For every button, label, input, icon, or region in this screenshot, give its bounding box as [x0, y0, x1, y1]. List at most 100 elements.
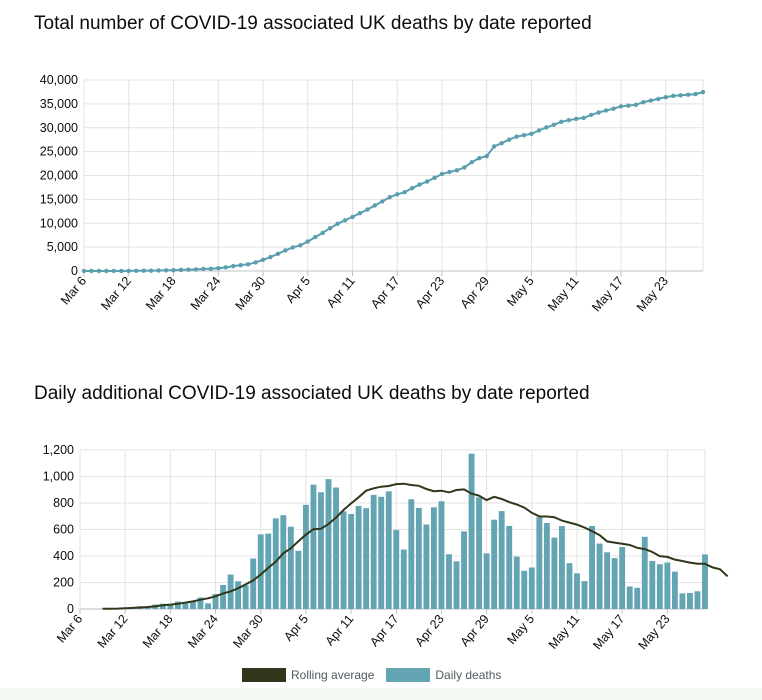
y-tick-label: 10,000 — [40, 216, 78, 230]
bar-daily-deaths — [302, 504, 309, 609]
bar-daily-deaths — [558, 526, 565, 609]
bar-daily-deaths — [408, 499, 415, 609]
data-point — [298, 243, 303, 248]
bar-daily-deaths — [272, 518, 279, 609]
bar-daily-deaths — [619, 546, 626, 609]
bar-daily-deaths — [702, 554, 708, 609]
bar-daily-deaths — [167, 604, 174, 609]
data-point — [409, 186, 415, 191]
bar-daily-deaths — [536, 517, 543, 609]
data-point — [312, 234, 318, 240]
bar-daily-deaths — [265, 533, 272, 609]
footer-band — [0, 688, 762, 700]
data-point — [268, 254, 273, 260]
data-point — [581, 115, 586, 121]
x-tick-label: Apr 11 — [323, 612, 357, 649]
x-tick-label: Apr 29 — [458, 274, 492, 311]
x-tick-label: Apr 23 — [413, 274, 447, 311]
data-point — [260, 257, 266, 262]
series-line-total-deaths — [84, 91, 704, 272]
chart-legend: Rolling average Daily deaths — [242, 668, 513, 682]
y-tick-label: 1,200 — [43, 443, 74, 457]
bar-daily-deaths — [581, 581, 588, 609]
data-point — [424, 179, 430, 184]
bars-daily-deaths — [77, 453, 708, 609]
bar-daily-deaths — [498, 511, 505, 609]
data-point — [238, 262, 243, 268]
data-point — [551, 122, 557, 128]
data-point — [208, 266, 213, 271]
data-point — [156, 268, 161, 273]
data-point — [230, 263, 236, 269]
data-point — [253, 260, 258, 265]
data-point — [126, 268, 131, 274]
bar-daily-deaths — [649, 560, 656, 609]
data-point — [499, 140, 504, 146]
data-point — [574, 116, 579, 122]
bar-daily-deaths — [671, 571, 678, 609]
bar-daily-deaths — [528, 567, 535, 609]
x-tick-label: Mar 12 — [98, 274, 134, 313]
data-point — [506, 137, 512, 142]
data-point — [462, 165, 467, 170]
x-tick-label: Mar 30 — [233, 274, 269, 313]
data-point — [663, 95, 668, 100]
legend-swatch-rolling-average — [242, 668, 286, 682]
legend-daily-deaths[interactable]: Daily deaths — [386, 668, 501, 682]
y-tick-label: 0 — [71, 264, 78, 278]
bar-daily-deaths — [491, 519, 498, 609]
data-point — [618, 104, 624, 109]
bar-daily-deaths — [679, 593, 686, 609]
bar-daily-deaths — [250, 558, 257, 609]
data-point — [648, 98, 653, 103]
x-tick-label: May 11 — [545, 274, 582, 314]
x-tick-label: Apr 29 — [458, 612, 492, 649]
y-tick-label: 0 — [67, 602, 74, 616]
bar-daily-deaths — [626, 586, 633, 609]
bar-daily-deaths — [340, 511, 347, 609]
legend-rolling-average[interactable]: Rolling average — [242, 668, 374, 682]
bar-daily-deaths — [385, 491, 392, 609]
bar-daily-deaths — [287, 526, 294, 609]
data-point — [81, 268, 87, 274]
bar-daily-deaths — [370, 494, 377, 609]
bar-daily-deaths — [506, 525, 513, 609]
data-point — [342, 218, 348, 223]
bar-daily-deaths — [159, 603, 166, 609]
bar-daily-deaths — [318, 492, 324, 609]
data-point — [588, 112, 594, 118]
x-tick-label: Mar 24 — [188, 274, 224, 313]
bar-daily-deaths — [415, 507, 422, 609]
data-point — [96, 268, 102, 274]
y-tick-label: 600 — [53, 523, 74, 537]
data-point — [596, 110, 601, 115]
data-point — [216, 266, 221, 271]
total-deaths-chart-title: Total number of COVID-19 associated UK d… — [34, 13, 592, 34]
x-tick-label: May 5 — [504, 612, 537, 647]
bar-daily-deaths — [596, 543, 603, 609]
data-point — [111, 268, 117, 274]
bar-daily-deaths — [430, 507, 437, 609]
data-point — [290, 245, 296, 250]
data-point — [514, 134, 519, 139]
data-point — [685, 92, 691, 97]
data-point — [521, 132, 527, 138]
bar-daily-deaths — [295, 550, 302, 609]
data-point — [372, 203, 378, 208]
x-tick-label: Apr 17 — [368, 274, 402, 311]
bar-daily-deaths — [325, 479, 332, 609]
bar-daily-deaths — [242, 585, 249, 609]
bar-daily-deaths — [694, 591, 701, 609]
bar-daily-deaths — [453, 561, 460, 609]
x-tick-label: May 5 — [504, 274, 537, 309]
bar-daily-deaths — [182, 602, 189, 609]
x-tick-label: May 11 — [546, 612, 583, 652]
y-tick-label: 30,000 — [40, 121, 78, 135]
data-point — [193, 267, 199, 272]
x-tick-label: Apr 5 — [283, 274, 313, 306]
bar-daily-deaths — [174, 601, 181, 609]
x-tick-label: Mar 18 — [143, 274, 179, 313]
data-point — [402, 189, 407, 195]
data-point — [693, 91, 698, 97]
data-point — [335, 221, 340, 227]
